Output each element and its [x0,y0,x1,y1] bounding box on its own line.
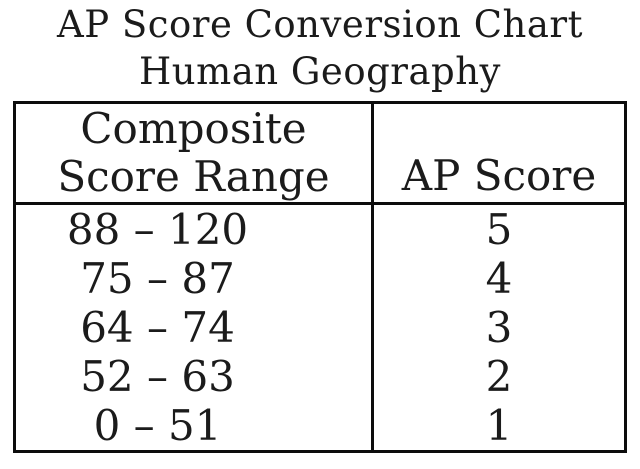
header-composite-score-range: Composite Score Range [16,104,371,202]
header-col2-label: AP Score [401,151,597,200]
conversion-table: Composite Score Range AP Score 88 – 120 … [13,101,627,453]
header-col1-line1: Composite [80,104,307,153]
table-row-4-range: 0 – 51 [93,401,222,450]
header-ap-score: AP Score [374,104,624,202]
table-row-3-score: 2 [485,352,513,401]
chart-title-line2: Human Geography [139,50,501,93]
table-row-0-range: 88 – 120 [66,205,249,254]
chart-title: AP Score Conversion Chart Human Geograph… [0,1,640,95]
table-row-0-score: 5 [485,205,513,254]
header-col1-line2: Score Range [57,152,330,201]
table-row-4-score: 1 [485,401,513,450]
table-row-2-range: 64 – 74 [80,303,235,352]
header-row-divider [16,202,624,205]
table-row-1-score: 4 [485,254,513,303]
table-row-3-range: 52 – 63 [80,352,235,401]
table-row-1-range: 75 – 87 [80,254,235,303]
table-row-2-score: 3 [485,303,513,352]
chart-title-line1: AP Score Conversion Chart [57,3,583,46]
column-divider [371,104,374,450]
